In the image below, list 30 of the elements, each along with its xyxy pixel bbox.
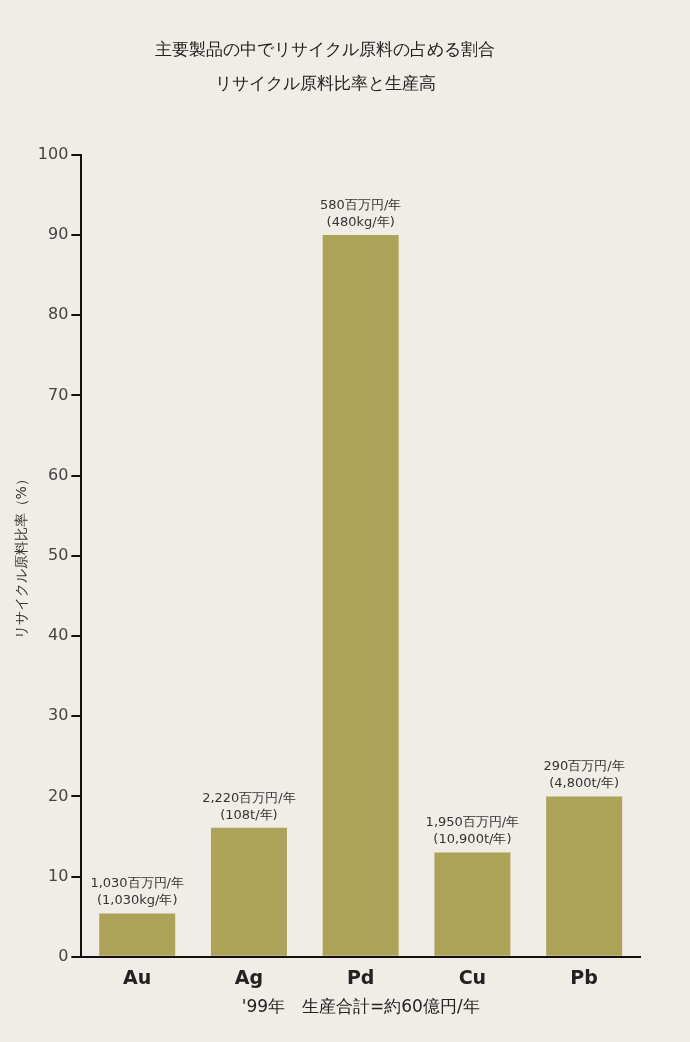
y-tick-label: 0 <box>58 945 69 965</box>
annotation: 1,950百万円/年 (10,900t/年) <box>425 814 520 847</box>
x-tick-label: Au <box>123 966 152 989</box>
y-tick-label: 40 <box>47 625 69 645</box>
annotation: 580百万円/年 (480kg/年) <box>320 196 402 229</box>
x-tick-label: Pd <box>346 966 375 989</box>
bar <box>546 796 623 956</box>
y-tick-label: 30 <box>47 705 69 725</box>
y-tick-label: 20 <box>47 785 69 805</box>
y-axis-title: リサイクル原料比率（%） <box>13 472 30 640</box>
y-tick-label: 50 <box>47 544 69 564</box>
bar <box>434 852 511 956</box>
y-tick-label: 70 <box>47 384 69 404</box>
x-tick-label: Pb <box>570 966 598 989</box>
annotation: 2,220百万円/年 (108t/年) <box>202 789 296 822</box>
bar <box>322 235 399 956</box>
chart-subtitle: リサイクル原料比率と生産高 <box>214 73 436 94</box>
bar <box>99 913 176 956</box>
y-tick-label: 90 <box>47 224 69 244</box>
annotation: 1,030百万円/年 (1,030kg/年) <box>90 875 185 908</box>
annotation: 290百万円/年 (4,800t/年) <box>543 758 625 791</box>
x-tick-label: Cu <box>458 966 487 989</box>
chart-title: 主要製品の中でリサイクル原料の占める割合 <box>155 38 495 59</box>
y-tick-label: 100 <box>37 143 69 163</box>
y-tick-label: 10 <box>47 865 69 885</box>
bar <box>210 827 287 956</box>
y-tick-label: 80 <box>47 304 69 324</box>
x-axis-title: '99年 生産合計=約60億円/年 <box>241 996 480 1017</box>
y-tick-label: 60 <box>47 464 69 484</box>
x-tick-label: Ag <box>234 966 264 989</box>
